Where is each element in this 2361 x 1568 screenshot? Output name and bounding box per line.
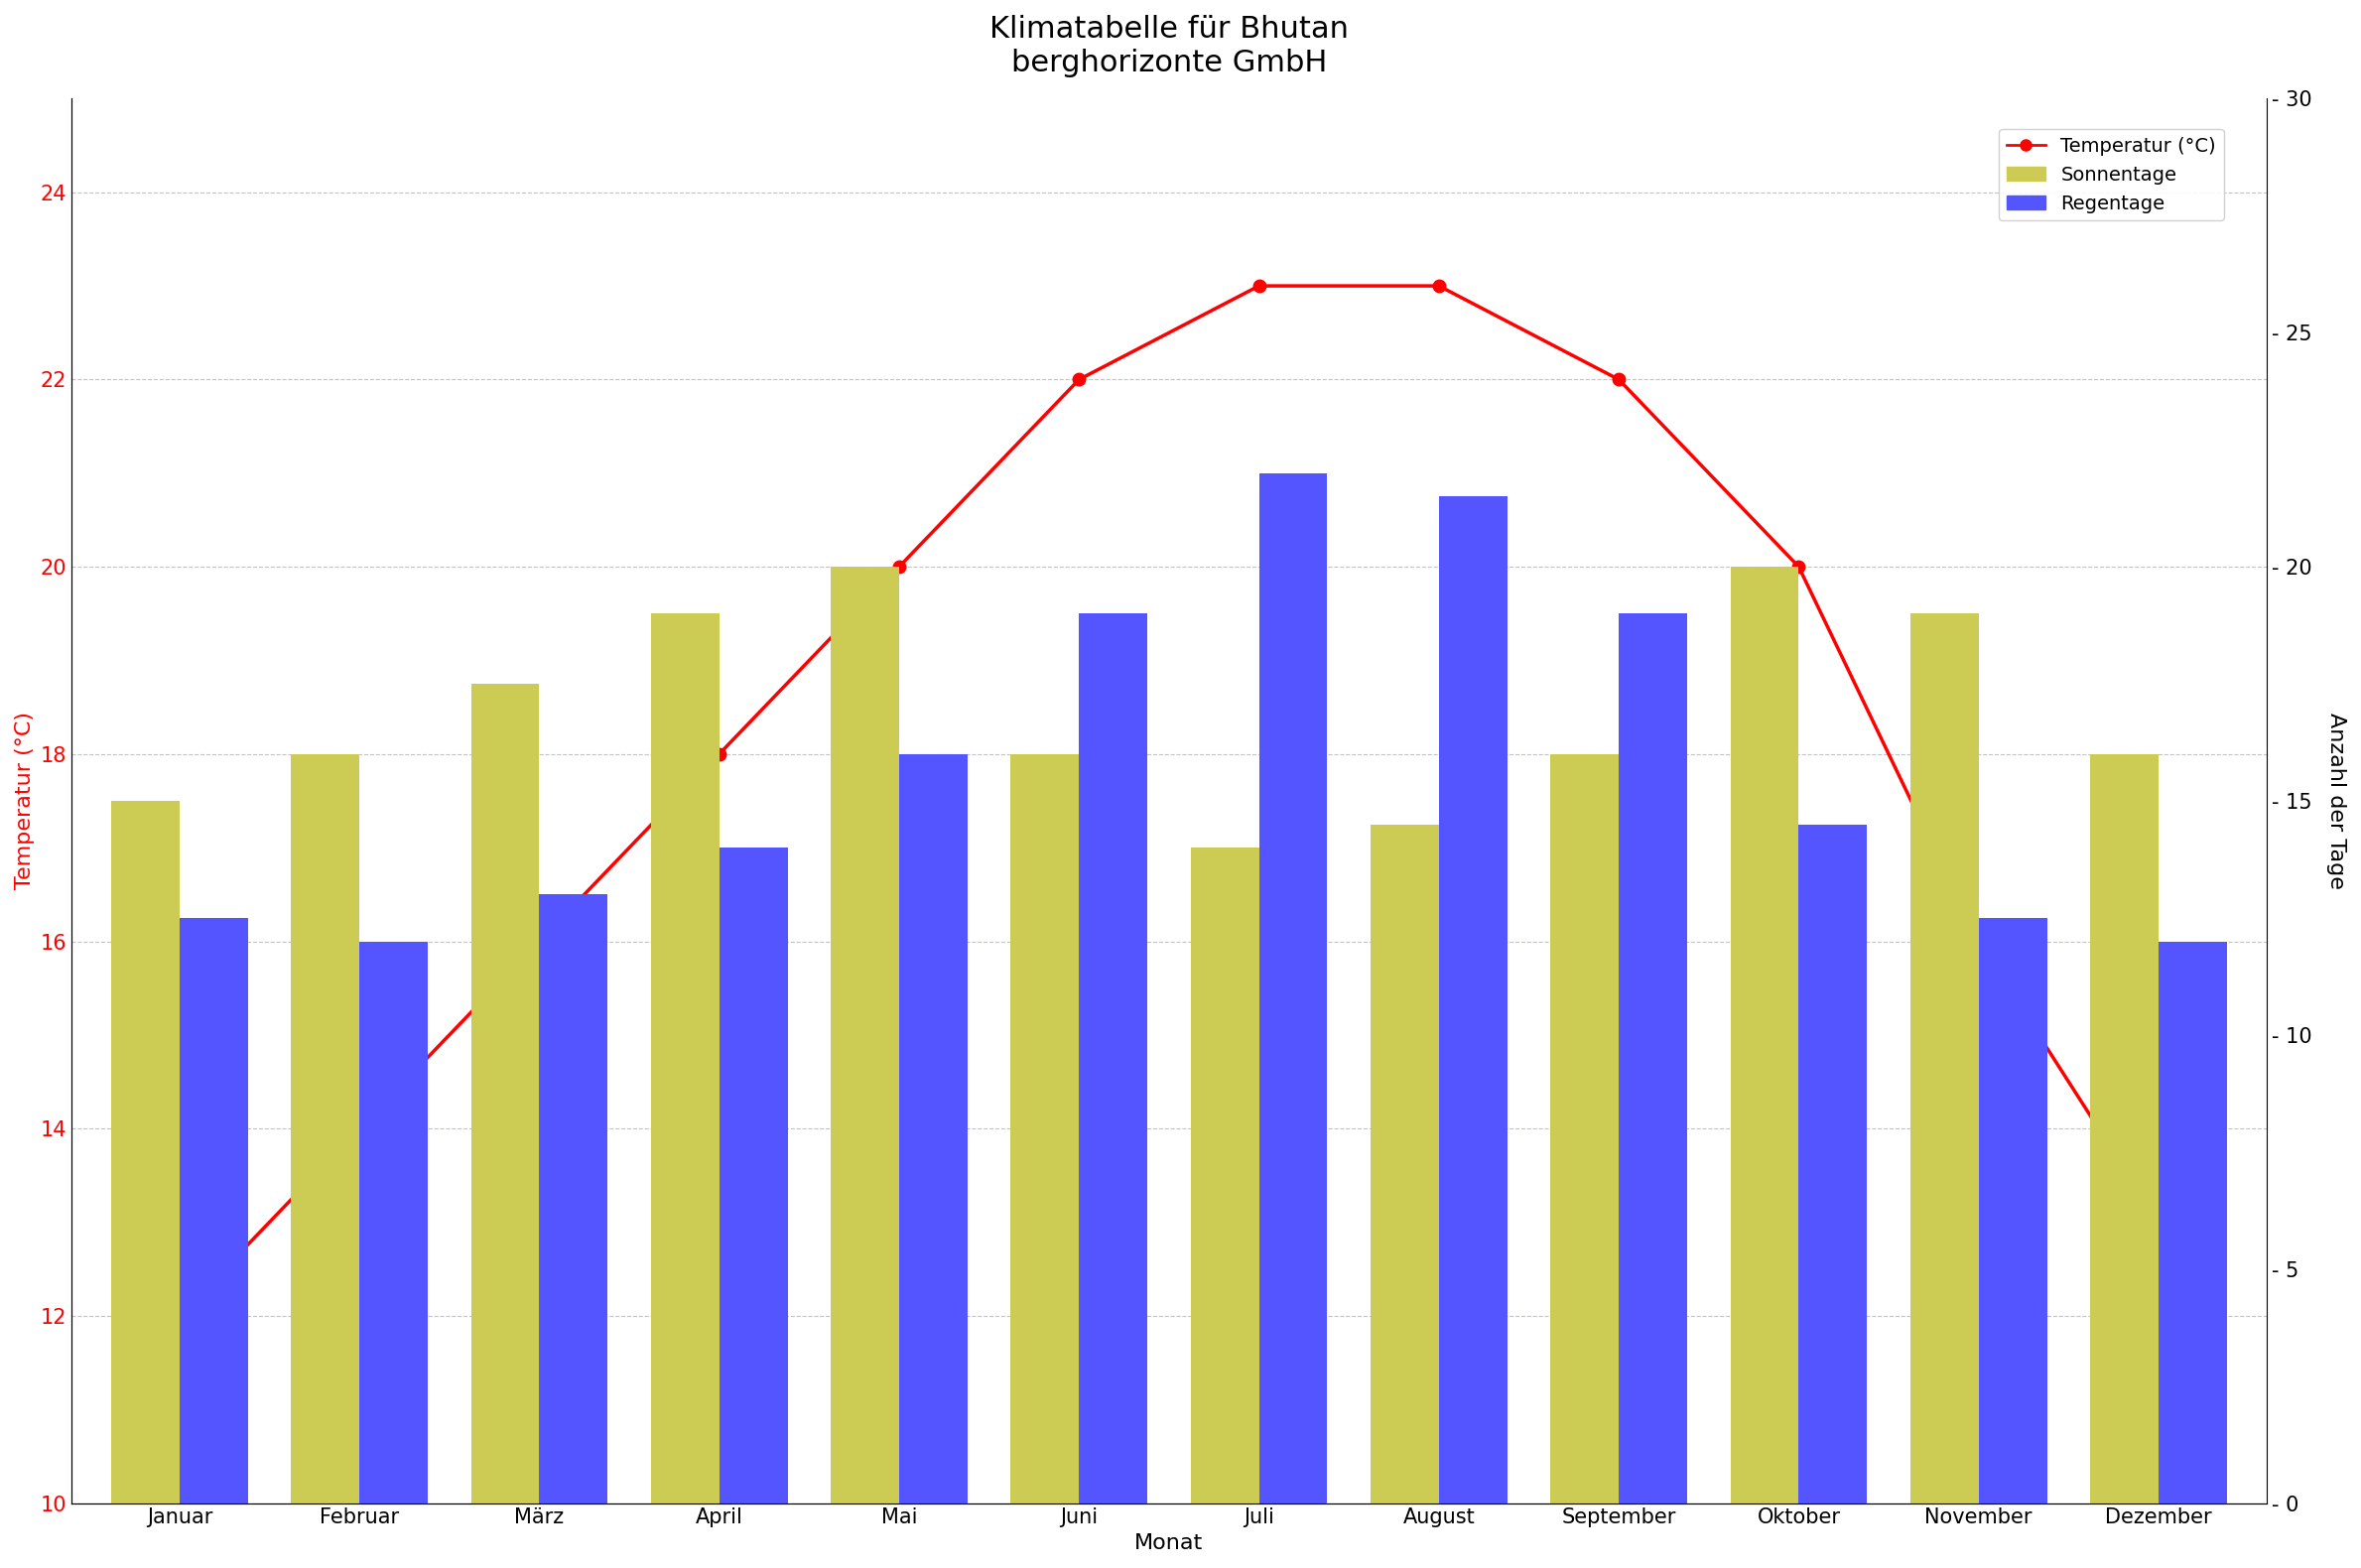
Bar xyxy=(2158,941,2226,1504)
Temperatur (°C) xyxy=(1244,276,1273,295)
Bar xyxy=(652,613,720,1504)
Temperatur (°C) xyxy=(345,1120,373,1138)
Temperatur (°C) xyxy=(524,931,552,950)
Y-axis label: Temperatur (°C): Temperatur (°C) xyxy=(14,712,35,889)
Bar xyxy=(538,894,607,1504)
Temperatur (°C) xyxy=(885,557,914,575)
Bar xyxy=(111,801,179,1504)
Bar xyxy=(1258,474,1327,1504)
Bar xyxy=(359,941,427,1504)
Bar xyxy=(2089,754,2158,1504)
Bar xyxy=(1079,613,1147,1504)
Bar xyxy=(831,566,900,1504)
Line: Temperatur (°C): Temperatur (°C) xyxy=(172,279,2165,1322)
Temperatur (°C) xyxy=(1605,370,1634,389)
Title: Klimatabelle für Bhutan
berghorizonte GmbH: Klimatabelle für Bhutan berghorizonte Gm… xyxy=(989,14,1348,77)
Bar xyxy=(900,754,968,1504)
Bar xyxy=(290,754,359,1504)
Bar xyxy=(1620,613,1688,1504)
Temperatur (°C) xyxy=(1424,276,1452,295)
Bar xyxy=(1731,566,1799,1504)
Bar xyxy=(1190,848,1258,1504)
Temperatur (°C) xyxy=(1065,370,1093,389)
Bar xyxy=(1910,613,1979,1504)
Bar xyxy=(470,684,538,1504)
Bar xyxy=(1551,754,1620,1504)
Bar xyxy=(1799,825,1868,1504)
Legend: Temperatur (°C), Sonnentage, Regentage: Temperatur (°C), Sonnentage, Regentage xyxy=(2000,129,2224,221)
X-axis label: Monat: Monat xyxy=(1136,1534,1204,1554)
Temperatur (°C) xyxy=(165,1306,194,1325)
Temperatur (°C) xyxy=(706,745,734,764)
Bar xyxy=(1979,917,2047,1504)
Bar xyxy=(1369,825,1438,1504)
Bar xyxy=(1011,754,1079,1504)
Temperatur (°C) xyxy=(1964,931,1993,950)
Y-axis label: Anzahl der Tage: Anzahl der Tage xyxy=(2326,712,2347,889)
Temperatur (°C) xyxy=(1785,557,1813,575)
Bar xyxy=(179,917,248,1504)
Bar xyxy=(1438,497,1506,1504)
Bar xyxy=(720,848,789,1504)
Temperatur (°C) xyxy=(2144,1212,2172,1231)
